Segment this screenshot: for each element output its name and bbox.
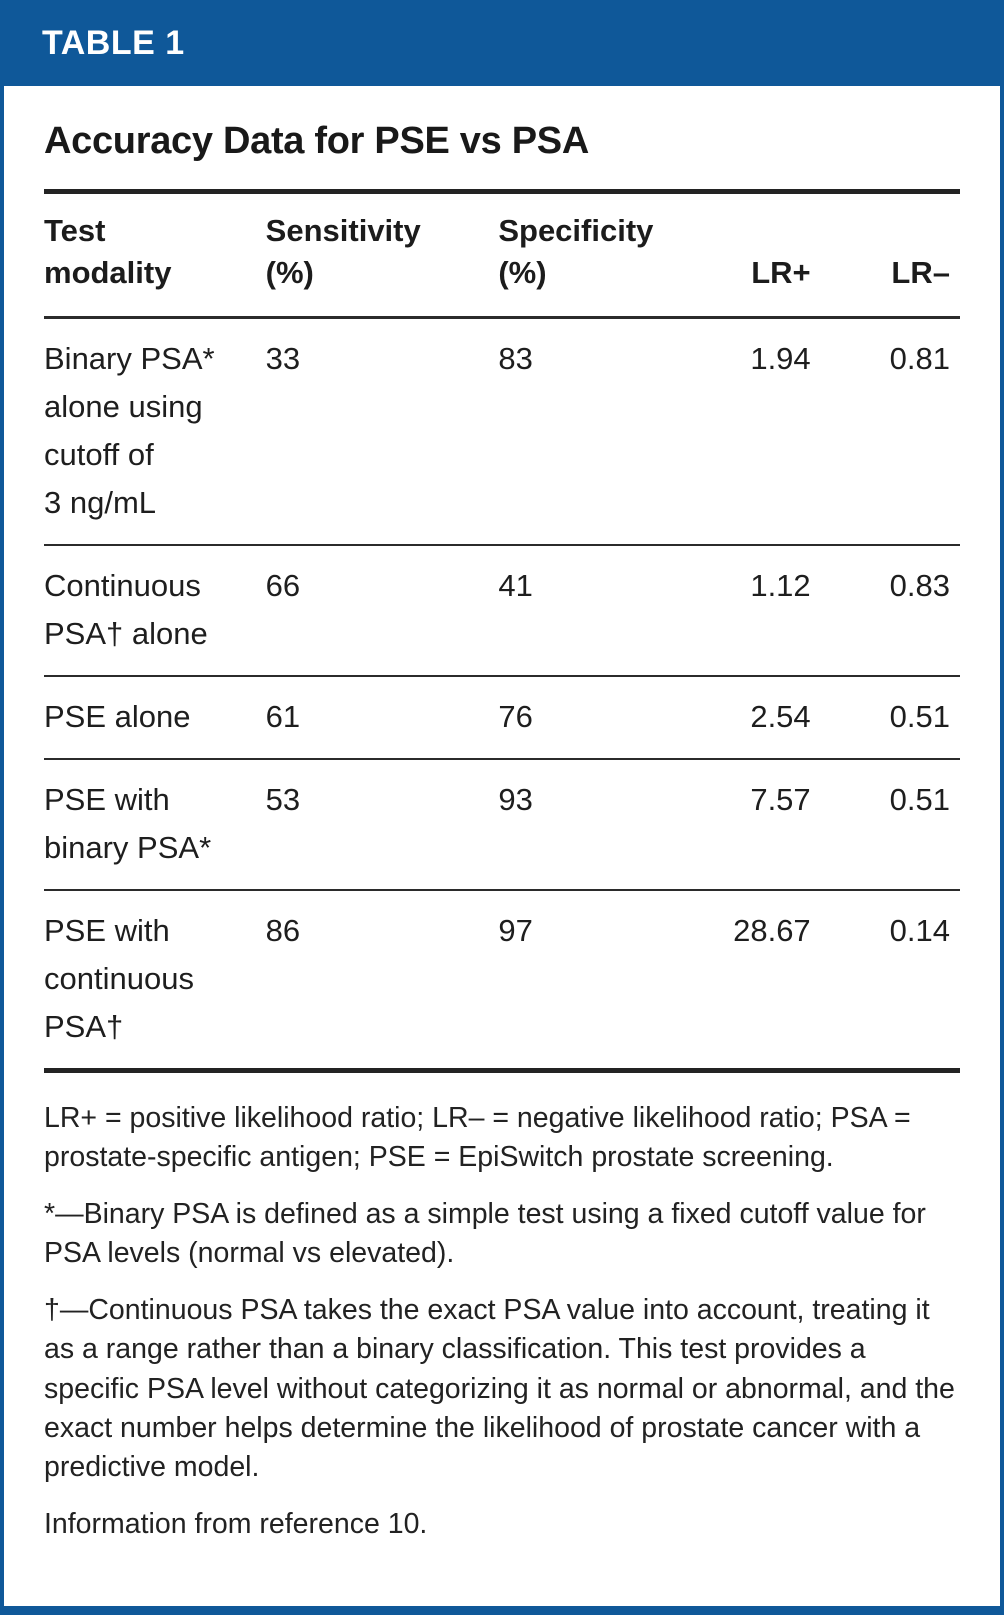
- cell-test-modality: PSE alone: [44, 699, 191, 735]
- col-header-test-modality: Test modality: [44, 213, 172, 291]
- table-kicker-label: TABLE 1: [42, 23, 185, 62]
- col-header-lr-plus: LR+: [751, 255, 811, 291]
- cell-lr-plus: 7.57: [750, 782, 811, 818]
- cell-sensitivity: 61: [265, 699, 301, 735]
- cell-lr-plus: 1.94: [750, 341, 811, 377]
- cell-specificity: 97: [498, 913, 533, 949]
- accuracy-table: Test modality Sensitivity (%) Specificit…: [44, 189, 960, 1073]
- cell-lr-minus: 0.14: [889, 913, 950, 949]
- table-title: Accuracy Data for PSE vs PSA: [44, 120, 589, 162]
- cell-test-modality: Binary PSA* alone using cutoff of 3 ng/m…: [44, 341, 215, 521]
- cell-lr-plus: 2.54: [750, 699, 811, 735]
- cell-lr-plus: 1.12: [750, 568, 811, 604]
- cell-specificity: 41: [498, 568, 533, 604]
- footnote-abbreviations: LR+ = positive likelihood ratio; LR– = n…: [44, 1102, 911, 1174]
- col-header-specificity: Specificity (%): [498, 213, 654, 291]
- table-row-binary-psa-alone: Binary PSA* alone using cutoff of 3 ng/m…: [44, 318, 960, 546]
- table-row-pse-with-continuous-psa: PSE with continuous PSA† 86 97 28.67 0.1…: [44, 890, 960, 1071]
- table-row-pse-with-binary-psa: PSE with binary PSA* 53 93 7.57 0.51: [44, 759, 960, 891]
- table-row-continuous-psa-alone: Continuous PSA† alone 66 41 1.12 0.83: [44, 545, 960, 677]
- cell-test-modality: PSE with binary PSA*: [44, 782, 212, 866]
- cell-lr-minus: 0.81: [889, 341, 950, 377]
- table-header-row: Test modality Sensitivity (%) Specificit…: [44, 191, 960, 318]
- cell-sensitivity: 33: [265, 341, 301, 377]
- cell-sensitivity: 86: [265, 913, 301, 949]
- cell-lr-minus: 0.51: [889, 699, 950, 735]
- col-header-sensitivity: Sensitivity (%): [265, 213, 421, 291]
- cell-sensitivity: 66: [265, 568, 301, 604]
- cell-lr-minus: 0.51: [889, 782, 950, 818]
- cell-lr-minus: 0.83: [889, 568, 950, 604]
- footnote-binary-psa-definition: *—Binary PSA is defined as a simple test…: [44, 1198, 926, 1270]
- cell-specificity: 76: [498, 699, 533, 735]
- footnote-source: Information from reference 10.: [44, 1507, 428, 1540]
- cell-sensitivity: 53: [265, 782, 301, 818]
- table-row-pse-alone: PSE alone 61 76 2.54 0.51: [44, 676, 960, 760]
- cell-specificity: 93: [498, 782, 533, 818]
- footnote-continuous-psa-definition: †—Continuous PSA takes the exact PSA val…: [44, 1294, 955, 1483]
- table-body: Accuracy Data for PSE vs PSA Test modali…: [4, 120, 1000, 1544]
- cell-lr-plus: 28.67: [733, 913, 811, 949]
- cell-test-modality: Continuous PSA† alone: [44, 568, 208, 652]
- col-header-lr-minus: LR–: [891, 255, 950, 291]
- cell-test-modality: PSE with continuous PSA†: [44, 913, 194, 1045]
- table-kicker-bar: TABLE 1: [4, 0, 1000, 86]
- cell-specificity: 83: [498, 341, 533, 377]
- table-footnotes: LR+ = positive likelihood ratio; LR– = n…: [44, 1073, 960, 1543]
